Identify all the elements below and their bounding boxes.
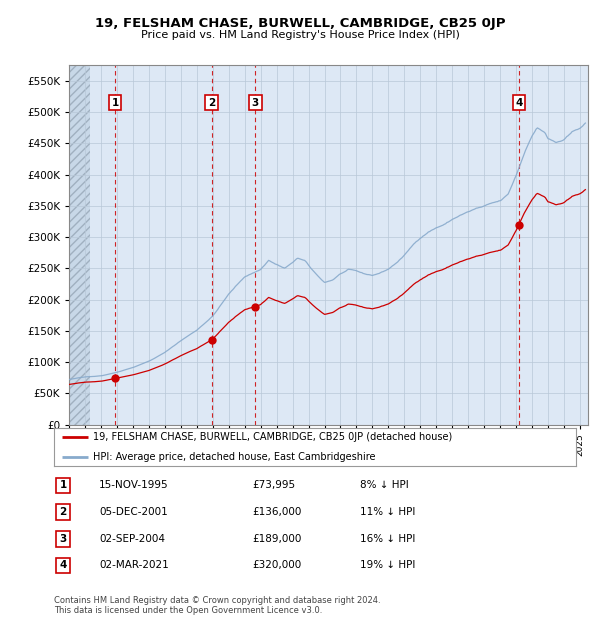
Bar bbox=[69, 65, 90, 425]
Text: 2: 2 bbox=[59, 507, 67, 517]
Text: HPI: Average price, detached house, East Cambridgeshire: HPI: Average price, detached house, East… bbox=[93, 451, 376, 462]
Text: 11% ↓ HPI: 11% ↓ HPI bbox=[360, 507, 415, 517]
Text: £320,000: £320,000 bbox=[252, 560, 301, 570]
Text: £189,000: £189,000 bbox=[252, 534, 301, 544]
Text: 05-DEC-2001: 05-DEC-2001 bbox=[99, 507, 168, 517]
Text: 3: 3 bbox=[252, 97, 259, 108]
Text: £73,995: £73,995 bbox=[252, 480, 295, 490]
Text: 19% ↓ HPI: 19% ↓ HPI bbox=[360, 560, 415, 570]
Text: 02-MAR-2021: 02-MAR-2021 bbox=[99, 560, 169, 570]
Text: 02-SEP-2004: 02-SEP-2004 bbox=[99, 534, 165, 544]
Text: 1: 1 bbox=[59, 480, 67, 490]
Text: 2: 2 bbox=[208, 97, 215, 108]
Text: 3: 3 bbox=[59, 534, 67, 544]
Text: 16% ↓ HPI: 16% ↓ HPI bbox=[360, 534, 415, 544]
Text: Price paid vs. HM Land Registry's House Price Index (HPI): Price paid vs. HM Land Registry's House … bbox=[140, 30, 460, 40]
Text: 19, FELSHAM CHASE, BURWELL, CAMBRIDGE, CB25 0JP: 19, FELSHAM CHASE, BURWELL, CAMBRIDGE, C… bbox=[95, 17, 505, 30]
Text: Contains HM Land Registry data © Crown copyright and database right 2024.
This d: Contains HM Land Registry data © Crown c… bbox=[54, 596, 380, 615]
Text: 1: 1 bbox=[112, 97, 119, 108]
Text: 4: 4 bbox=[59, 560, 67, 570]
Text: 8% ↓ HPI: 8% ↓ HPI bbox=[360, 480, 409, 490]
Text: 19, FELSHAM CHASE, BURWELL, CAMBRIDGE, CB25 0JP (detached house): 19, FELSHAM CHASE, BURWELL, CAMBRIDGE, C… bbox=[93, 432, 452, 443]
Text: £136,000: £136,000 bbox=[252, 507, 301, 517]
Text: 4: 4 bbox=[515, 97, 523, 108]
Text: 15-NOV-1995: 15-NOV-1995 bbox=[99, 480, 169, 490]
